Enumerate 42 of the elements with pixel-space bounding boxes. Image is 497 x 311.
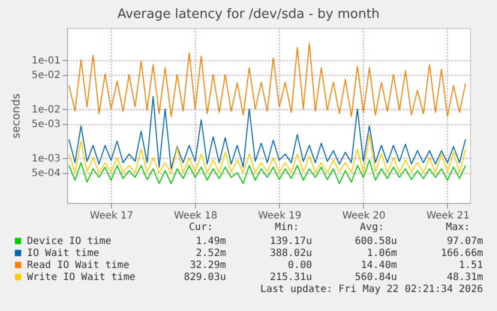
y-axis-title: seconds <box>10 93 23 138</box>
text: Cur: <box>188 222 213 233</box>
text: 1.06m <box>366 248 397 259</box>
text: Last update: Fri May 22 02:21:34 2026 <box>260 284 483 295</box>
legend-label: Device IO time <box>27 236 112 247</box>
line-series <box>68 42 466 118</box>
y-tick-label: 5e-03 <box>32 119 60 130</box>
y-tick-label: 5e-04 <box>32 168 60 180</box>
line-series <box>68 160 466 184</box>
text: Max: <box>446 222 470 233</box>
text: 388.02u <box>270 248 312 259</box>
legend-label: Write IO Wait time <box>27 272 136 283</box>
x-tick-label: Week 18 <box>174 210 218 222</box>
x-tick-label: Week 20 <box>342 210 386 222</box>
text: 829.03u <box>184 272 226 283</box>
text: 1.49m <box>196 236 226 247</box>
x-tick-label: Week 17 <box>90 210 134 222</box>
text: 600.58u <box>354 236 397 247</box>
legend-label: IO Wait time <box>27 248 100 259</box>
text: Avg: <box>360 222 384 233</box>
text: 215.31u <box>270 272 312 283</box>
text: Min: <box>274 222 299 233</box>
text: 0.00 <box>288 260 312 271</box>
line-series <box>68 96 466 170</box>
text: 139.17u <box>270 236 312 247</box>
text: 32.29m <box>190 260 226 271</box>
x-tick-label: Week 21 <box>426 210 470 222</box>
y-tick-label: 1e-01 <box>32 55 60 66</box>
x-tick-label: Week 19 <box>258 210 302 222</box>
line-series <box>68 134 466 174</box>
chart-title: Average latency for /dev/sda - by month <box>117 7 380 22</box>
text: 14.40m <box>360 260 397 271</box>
text: 166.66m <box>440 248 483 259</box>
y-tick-label: 1e-03 <box>32 153 60 164</box>
y-tick-label: 1e-02 <box>32 104 60 116</box>
text: 48.31m <box>446 272 483 283</box>
y-tick-label: 5e-02 <box>32 70 60 82</box>
text: 560.84u <box>354 272 397 283</box>
text: 97.07m <box>446 236 483 247</box>
text: 1.51 <box>458 260 483 271</box>
text: 2.52m <box>196 248 226 259</box>
legend-label: Read IO Wait time <box>27 260 130 271</box>
